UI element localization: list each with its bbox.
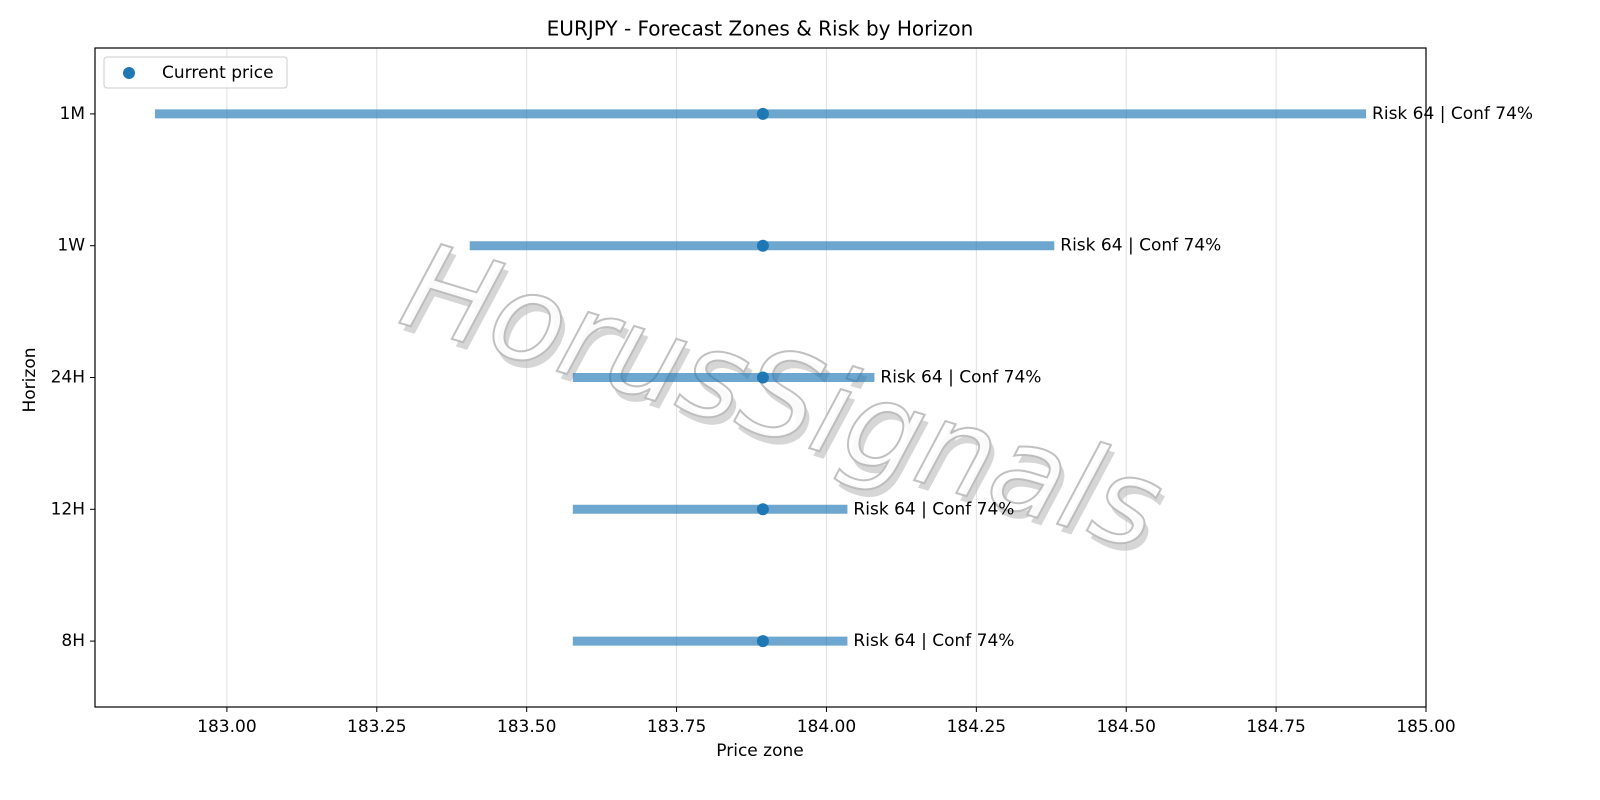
y-tick-label: 24H (51, 368, 85, 388)
y-tick-label: 1M (60, 104, 85, 124)
x-tick-label: 184.50 (1096, 717, 1155, 737)
x-tick-label: 183.75 (647, 717, 706, 737)
x-tick-label: 183.50 (497, 717, 556, 737)
x-tick-label: 184.00 (797, 717, 856, 737)
annotation: Risk 64 | Conf 74% (880, 368, 1041, 388)
current-price-dot (756, 107, 769, 120)
current-price-dot (756, 503, 769, 516)
legend: Current price (103, 56, 288, 89)
legend-marker (123, 67, 135, 79)
legend-box (103, 56, 288, 89)
plot-frame (94, 47, 1427, 708)
annotation: Risk 64 | Conf 74% (1060, 236, 1221, 256)
x-tick-label: 183.00 (197, 717, 256, 737)
x-tick-label: 183.25 (347, 717, 406, 737)
current-price-dot (756, 239, 769, 252)
annotation: Risk 64 | Conf 74% (1372, 104, 1533, 124)
legend-label: Current price (162, 63, 274, 83)
y-axis-label: Horizon (20, 348, 40, 413)
watermark-text: HorusSignals (388, 217, 1177, 579)
x-axis-label: Price zone (716, 741, 803, 761)
y-tick-label: 12H (51, 499, 85, 519)
y-tick-label: 1W (57, 236, 85, 256)
x-tick-label: 185.00 (1396, 717, 1455, 737)
y-tick-label: 8H (61, 631, 85, 651)
x-tick-label: 184.75 (1246, 717, 1305, 737)
current-price-dot (756, 371, 769, 384)
x-tick-label: 184.25 (947, 717, 1006, 737)
current-price-dot (756, 635, 769, 648)
chart-title: EURJPY - Forecast Zones & Risk by Horizo… (547, 17, 974, 41)
annotation: Risk 64 | Conf 74% (853, 499, 1014, 519)
annotation: Risk 64 | Conf 74% (853, 631, 1014, 651)
